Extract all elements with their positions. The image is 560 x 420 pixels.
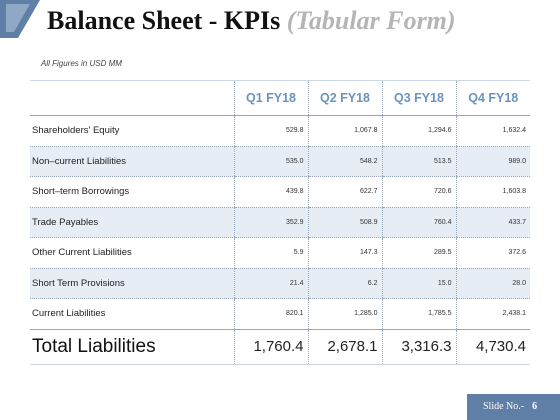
cell-value: 21.4 bbox=[233, 268, 308, 299]
cell-value: 15.0 bbox=[381, 268, 456, 299]
cell-value: 622.7 bbox=[307, 176, 382, 208]
cell-value: 535.0 bbox=[233, 146, 308, 177]
page-title: Balance Sheet - KPIs (Tabular Form) bbox=[47, 6, 456, 36]
cell-value: 548.2 bbox=[307, 146, 382, 177]
cell-value: 1,285.0 bbox=[307, 298, 382, 330]
total-value: 3,316.3 bbox=[381, 328, 456, 365]
row-label: Other Current Liabilities bbox=[30, 237, 234, 269]
slide-number-badge: Slide No.- 6 bbox=[467, 394, 560, 420]
table-row: Non–current Liabilities 535.0 548.2 513.… bbox=[30, 146, 530, 177]
cell-value: 28.0 bbox=[455, 268, 530, 299]
cell-value: 433.7 bbox=[455, 207, 530, 238]
cell-value: 439.8 bbox=[233, 176, 308, 208]
cell-value: 289.5 bbox=[381, 237, 456, 269]
page-title-sub: (Tabular Form) bbox=[286, 6, 456, 35]
cell-value: 5.9 bbox=[233, 237, 308, 269]
cell-value: 6.2 bbox=[307, 268, 382, 299]
cell-value: 760.4 bbox=[381, 207, 456, 238]
cell-value: 513.5 bbox=[381, 146, 456, 177]
table-header-row: Q1 FY18 Q2 FY18 Q3 FY18 Q4 FY18 bbox=[30, 80, 530, 116]
row-label: Non–current Liabilities bbox=[30, 146, 234, 177]
row-label: Short Term Provisions bbox=[30, 268, 234, 299]
cell-value: 989.0 bbox=[455, 146, 530, 177]
table-row: Trade Payables 352.9 508.9 760.4 433.7 bbox=[30, 207, 530, 238]
title-decoration-shape bbox=[0, 0, 40, 38]
cell-value: 147.3 bbox=[307, 237, 382, 269]
cell-value: 2,438.1 bbox=[455, 298, 530, 330]
total-value: 4,730.4 bbox=[455, 328, 530, 365]
cell-value: 1,632.4 bbox=[455, 115, 530, 147]
cell-value: 1,785.5 bbox=[381, 298, 456, 330]
total-label: Total Liabilities bbox=[30, 328, 234, 365]
slide-number-label: Slide No.- bbox=[483, 401, 525, 412]
table-row: Short Term Provisions 21.4 6.2 15.0 28.0 bbox=[30, 268, 530, 299]
header-q4: Q4 FY18 bbox=[455, 80, 530, 116]
table-row: Shareholders' Equity 529.8 1,067.8 1,294… bbox=[30, 115, 530, 147]
figures-note: All Figures in USD MM bbox=[41, 59, 122, 68]
table-row: Short–term Borrowings 439.8 622.7 720.6 … bbox=[30, 176, 530, 208]
row-label: Shareholders' Equity bbox=[30, 115, 234, 147]
total-row: Total Liabilities 1,760.4 2,678.1 3,316.… bbox=[30, 328, 530, 365]
cell-value: 1,294.6 bbox=[381, 115, 456, 147]
row-label: Short–term Borrowings bbox=[30, 176, 234, 208]
row-label: Trade Payables bbox=[30, 207, 234, 238]
kpi-table: Q1 FY18 Q2 FY18 Q3 FY18 Q4 FY18 Sharehol… bbox=[30, 80, 530, 365]
cell-value: 1,603.8 bbox=[455, 176, 530, 208]
header-q3: Q3 FY18 bbox=[381, 80, 456, 116]
total-value: 1,760.4 bbox=[233, 328, 308, 365]
page-title-main: Balance Sheet - KPIs bbox=[47, 6, 281, 35]
cell-value: 508.9 bbox=[307, 207, 382, 238]
cell-value: 352.9 bbox=[233, 207, 308, 238]
slide-number: 6 bbox=[532, 401, 538, 412]
total-value: 2,678.1 bbox=[307, 328, 382, 365]
cell-value: 720.6 bbox=[381, 176, 456, 208]
table-row: Current Liabilities 820.1 1,285.0 1,785.… bbox=[30, 298, 530, 330]
cell-value: 820.1 bbox=[233, 298, 308, 330]
header-q1: Q1 FY18 bbox=[233, 80, 308, 116]
cell-value: 529.8 bbox=[233, 115, 308, 147]
title-bar: Balance Sheet - KPIs (Tabular Form) bbox=[0, 0, 560, 52]
row-label: Current Liabilities bbox=[30, 298, 234, 330]
cell-value: 1,067.8 bbox=[307, 115, 382, 147]
cell-value: 372.6 bbox=[455, 237, 530, 269]
header-q2: Q2 FY18 bbox=[307, 80, 382, 116]
table-row: Other Current Liabilities 5.9 147.3 289.… bbox=[30, 237, 530, 269]
header-blank-cell bbox=[30, 80, 234, 116]
